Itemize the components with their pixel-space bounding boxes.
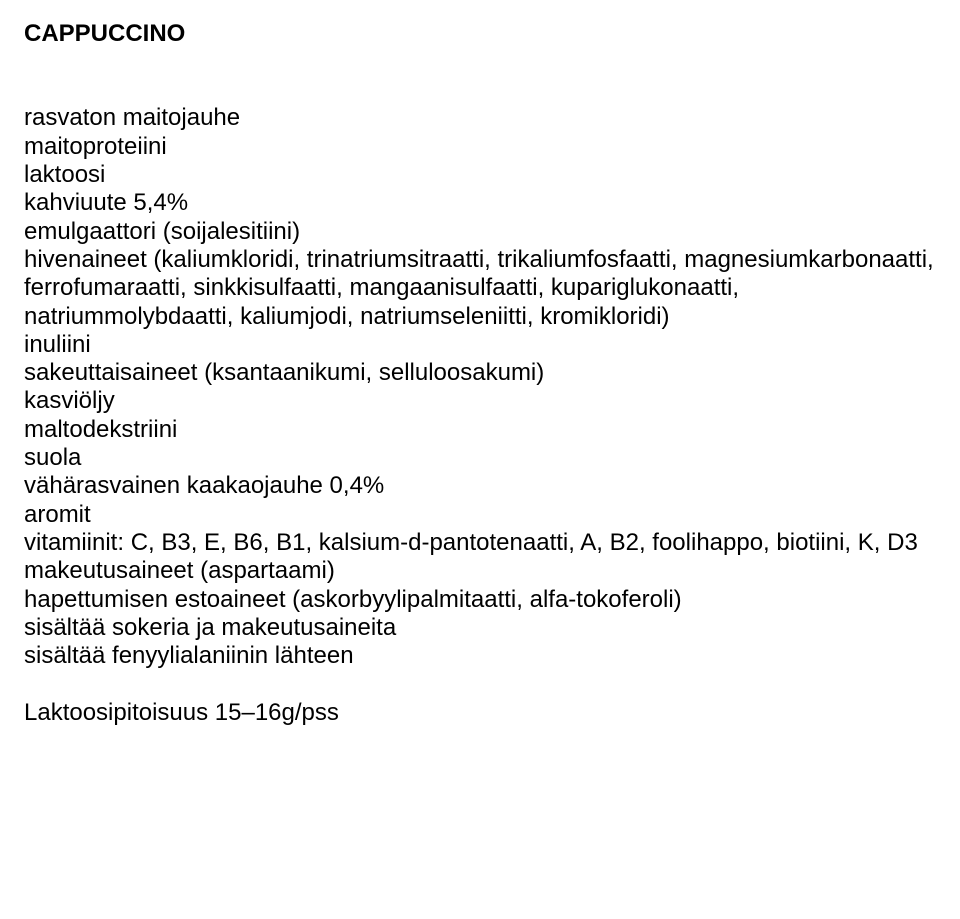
ingredient-line: kasviöljy — [24, 387, 936, 415]
ingredient-line: laktoosi — [24, 161, 936, 189]
ingredient-line: maitoproteiini — [24, 133, 936, 161]
ingredient-line: hivenaineet (kaliumkloridi, trinatriumsi… — [24, 246, 936, 331]
ingredients-list: rasvaton maitojauhe maitoproteiini lakto… — [24, 104, 936, 670]
ingredient-line: maltodekstriini — [24, 416, 936, 444]
ingredient-line: suola — [24, 444, 936, 472]
ingredient-line: vitamiinit: C, B3, E, B6, B1, kalsium-d-… — [24, 529, 936, 557]
ingredient-line: sisältää sokeria ja makeutusaineita — [24, 614, 936, 642]
ingredient-line: emulgaattori (soijalesitiini) — [24, 218, 936, 246]
ingredient-line: kahviuute 5,4% — [24, 189, 936, 217]
lactose-content: Laktoosipitoisuus 15–16g/pss — [24, 699, 936, 727]
ingredient-line: vähärasvainen kaakaojauhe 0,4% — [24, 472, 936, 500]
ingredient-line: makeutusaineet (aspartaami) — [24, 557, 936, 585]
document-page: CAPPUCCINO rasvaton maitojauhe maitoprot… — [0, 0, 960, 775]
ingredient-line: sisältää fenyylialaniinin lähteen — [24, 642, 936, 670]
ingredient-line: aromit — [24, 501, 936, 529]
page-title: CAPPUCCINO — [24, 20, 936, 48]
ingredient-line: hapettumisen estoaineet (askorbyylipalmi… — [24, 586, 936, 614]
ingredient-line: rasvaton maitojauhe — [24, 104, 936, 132]
ingredient-line: sakeuttaisaineet (ksantaanikumi, sellulo… — [24, 359, 936, 387]
ingredient-line: inuliini — [24, 331, 936, 359]
